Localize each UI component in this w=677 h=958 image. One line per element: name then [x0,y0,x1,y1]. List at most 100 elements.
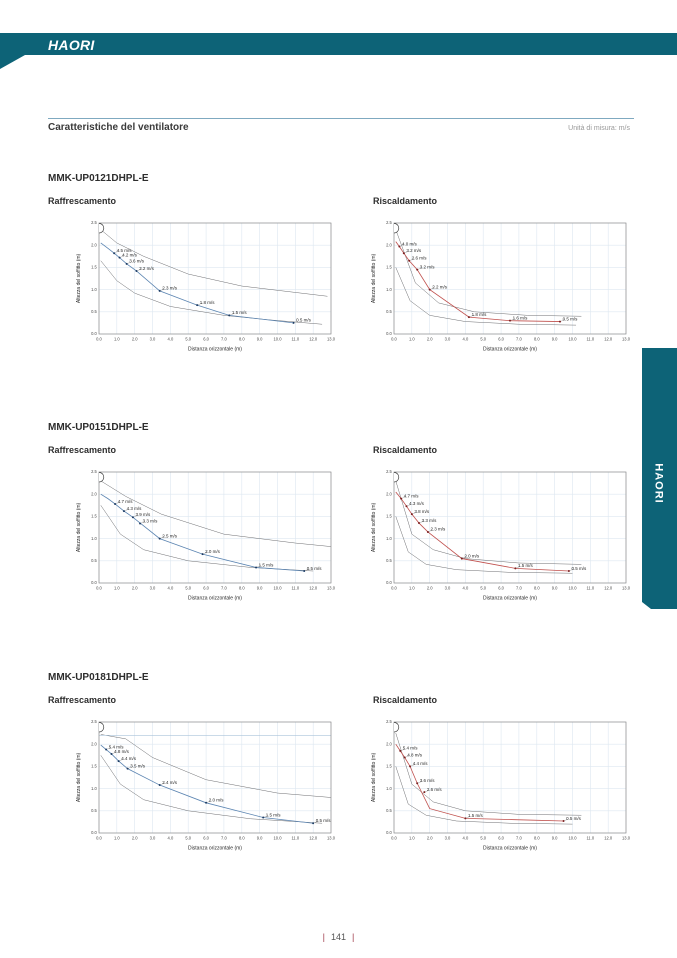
svg-text:2.0: 2.0 [386,741,392,746]
svg-text:8.0: 8.0 [239,586,245,591]
svg-text:8.0: 8.0 [239,337,245,342]
svg-text:2.0: 2.0 [132,836,138,841]
svg-text:4.0: 4.0 [463,586,469,591]
svg-text:Altezza del soffitto (m): Altezza del soffitto (m) [76,253,82,303]
svg-text:5.0: 5.0 [480,836,486,841]
svg-text:4.7 m/s: 4.7 m/s [404,493,420,498]
svg-text:2.5: 2.5 [386,719,392,724]
svg-text:6.0: 6.0 [203,337,209,342]
svg-text:2.0: 2.0 [91,491,97,496]
svg-text:10.0: 10.0 [274,337,283,342]
svg-text:0.5 m/s: 0.5 m/s [566,816,582,821]
svg-text:12.0: 12.0 [604,836,613,841]
svg-text:2.0: 2.0 [386,491,392,496]
svg-text:1.8 m/s: 1.8 m/s [472,312,488,317]
svg-text:3.0: 3.0 [150,836,156,841]
svg-text:11.0: 11.0 [586,337,594,342]
svg-text:4.0: 4.0 [168,586,174,591]
svg-text:4.0: 4.0 [168,337,174,342]
svg-text:4.2 m/s: 4.2 m/s [122,252,138,257]
svg-text:0.5: 0.5 [91,309,97,314]
svg-text:1.0: 1.0 [386,786,392,791]
svg-text:2.5: 2.5 [91,719,97,724]
svg-text:1.0: 1.0 [91,287,97,292]
svg-text:1.5 m/s: 1.5 m/s [518,563,534,568]
svg-text:2.6 m/s: 2.6 m/s [412,256,428,261]
svg-text:5.0: 5.0 [480,337,486,342]
svg-text:1.5: 1.5 [386,514,392,519]
svg-text:8.0: 8.0 [239,836,245,841]
svg-text:0.0: 0.0 [96,337,102,342]
svg-text:0.5: 0.5 [91,558,97,563]
svg-text:2.5: 2.5 [386,469,392,474]
svg-text:1.6 m/s: 1.6 m/s [513,316,529,321]
svg-text:2.0: 2.0 [427,586,433,591]
svg-text:Distanza orizzontale (m): Distanza orizzontale (m) [188,596,242,602]
svg-text:Distanza orizzontale (m): Distanza orizzontale (m) [188,846,242,852]
svg-text:0.5 m/s: 0.5 m/s [572,566,588,571]
svg-text:9.0: 9.0 [552,586,558,591]
svg-text:Distanza orizzontale (m): Distanza orizzontale (m) [188,347,242,353]
svg-text:12.0: 12.0 [604,337,613,342]
svg-text:3.3 m/s: 3.3 m/s [422,518,438,523]
svg-text:3.0: 3.0 [445,836,451,841]
svg-text:11.0: 11.0 [586,836,594,841]
svg-text:11.0: 11.0 [291,586,299,591]
svg-text:3.0: 3.0 [150,586,156,591]
svg-text:2.6 m/s: 2.6 m/s [427,787,443,792]
svg-text:13.0: 13.0 [622,586,631,591]
svg-text:0.0: 0.0 [91,830,97,835]
svg-text:7.0: 7.0 [516,836,522,841]
svg-text:3.9 m/s: 3.9 m/s [136,512,152,517]
svg-text:2.0: 2.0 [427,836,433,841]
svg-text:3.0: 3.0 [150,337,156,342]
svg-text:2.3 m/s: 2.3 m/s [431,527,447,532]
svg-text:0.0: 0.0 [391,836,397,841]
svg-text:12.0: 12.0 [309,586,318,591]
svg-text:7.0: 7.0 [221,836,227,841]
svg-text:9.0: 9.0 [257,586,263,591]
svg-text:2.0: 2.0 [91,741,97,746]
svg-text:4.0: 4.0 [463,836,469,841]
svg-text:0.0: 0.0 [391,586,397,591]
svg-text:1.8 m/s: 1.8 m/s [200,300,216,305]
svg-text:Distanza orizzontale (m): Distanza orizzontale (m) [483,596,537,602]
svg-text:0.5: 0.5 [386,808,392,813]
svg-text:Altezza del soffitto (m): Altezza del soffitto (m) [371,502,377,552]
svg-text:13.0: 13.0 [327,586,336,591]
svg-text:0.5 m/s: 0.5 m/s [316,818,332,823]
svg-text:10.0: 10.0 [274,586,283,591]
svg-text:12.0: 12.0 [309,836,318,841]
svg-text:Altezza del soffitto (m): Altezza del soffitto (m) [371,752,377,802]
svg-text:0.0: 0.0 [96,586,102,591]
svg-text:2.5: 2.5 [386,220,392,225]
svg-text:9.0: 9.0 [552,337,558,342]
svg-text:6.0: 6.0 [203,586,209,591]
svg-text:1.0: 1.0 [409,586,415,591]
svg-text:8.0: 8.0 [534,836,540,841]
svg-text:0.0: 0.0 [91,331,97,336]
svg-text:0.0: 0.0 [96,836,102,841]
svg-text:7.0: 7.0 [516,337,522,342]
svg-text:13.0: 13.0 [622,337,631,342]
svg-text:1.5: 1.5 [91,265,97,270]
svg-text:2.0: 2.0 [132,586,138,591]
svg-text:5.4 m/s: 5.4 m/s [403,746,419,751]
svg-text:4.0: 4.0 [168,836,174,841]
svg-text:2.5: 2.5 [91,220,97,225]
svg-text:1.5 m/s: 1.5 m/s [259,562,275,567]
svg-text:1.5: 1.5 [91,514,97,519]
svg-text:Altezza del soffitto (m): Altezza del soffitto (m) [371,253,377,303]
svg-text:3.3 m/s: 3.3 m/s [143,518,159,523]
svg-text:11.0: 11.0 [291,337,299,342]
svg-text:0.5: 0.5 [91,808,97,813]
svg-text:0.5: 0.5 [386,309,392,314]
svg-text:10.0: 10.0 [274,836,283,841]
svg-text:8.0: 8.0 [534,337,540,342]
svg-text:Altezza del soffitto (m): Altezza del soffitto (m) [76,752,82,802]
svg-text:1.0: 1.0 [386,287,392,292]
svg-text:1.5 m/s: 1.5 m/s [468,813,484,818]
svg-text:2.0: 2.0 [91,242,97,247]
svg-text:2.0: 2.0 [427,337,433,342]
svg-text:9.0: 9.0 [257,337,263,342]
